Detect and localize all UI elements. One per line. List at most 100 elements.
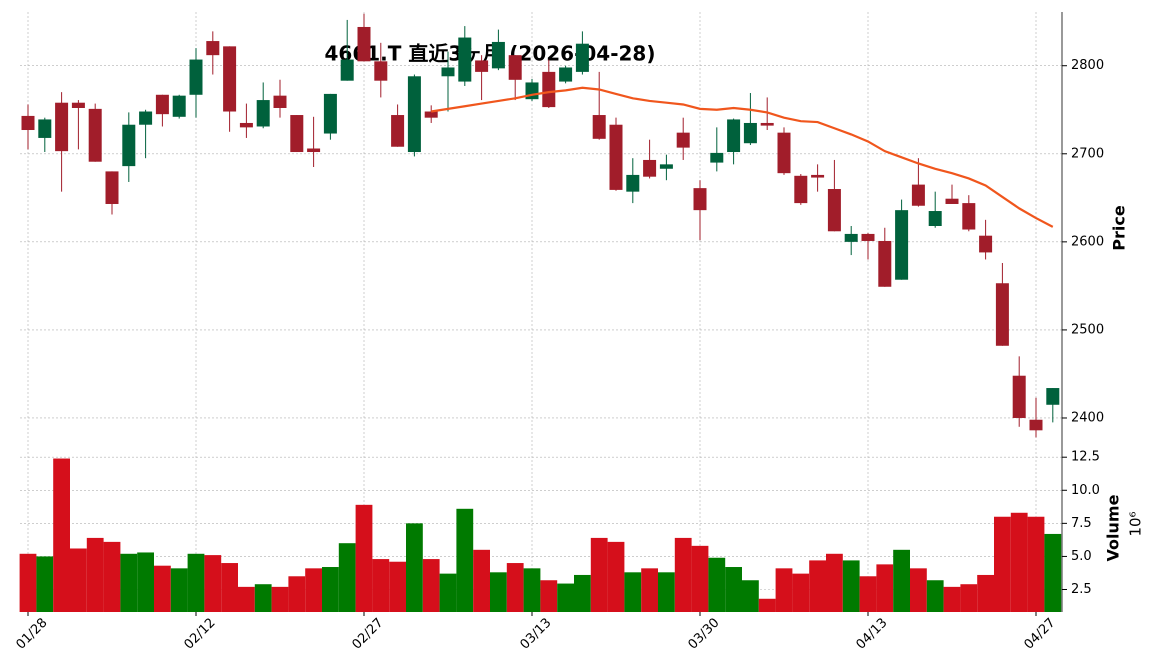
volume-bar: [170, 568, 188, 612]
volume-bar: [406, 523, 423, 612]
volume-bar: [322, 567, 339, 612]
volume-bar: [557, 583, 574, 612]
candle-body: [743, 122, 757, 144]
candle-body: [878, 240, 892, 287]
candle-body: [575, 43, 589, 72]
candle-body: [911, 184, 925, 206]
x-tick-label: 02/12: [181, 615, 218, 652]
candle-body: [962, 203, 976, 230]
candle-body: [122, 124, 136, 167]
x-tick-label: 04/27: [1021, 615, 1058, 652]
candle-body: [928, 211, 942, 226]
volume-bar: [876, 564, 894, 612]
volume-bar: [910, 568, 927, 612]
volume-bar: [725, 567, 742, 612]
y-tick-label: 2400: [1071, 410, 1104, 425]
candle-body: [340, 59, 354, 81]
candle-body: [979, 235, 993, 253]
volume-bar: [305, 568, 322, 612]
volume-bar: [775, 568, 793, 612]
volume-bar: [859, 576, 877, 612]
volume-bar: [238, 586, 255, 612]
volume-bar: [204, 555, 222, 612]
volume-bar: [926, 580, 944, 612]
volume-bar: [389, 561, 406, 612]
candle-body: [239, 122, 253, 128]
volume-bar: [221, 563, 238, 612]
y-tick-label: 12.5: [1071, 450, 1100, 465]
volume-bar: [758, 598, 776, 612]
volume-bar: [960, 584, 978, 612]
volume-bar: [574, 574, 591, 612]
volume-bar: [439, 573, 457, 612]
candle-body: [441, 67, 455, 77]
candle-body: [1046, 388, 1060, 405]
volume-bar: [1044, 533, 1062, 612]
y-tick-label: 2700: [1071, 146, 1104, 161]
candle-body: [542, 71, 556, 108]
candle-body: [659, 164, 673, 169]
candle-body: [643, 159, 657, 177]
volume-bar: [674, 537, 692, 612]
y-tick-label: 2800: [1071, 58, 1104, 73]
y-tick-label: 2500: [1071, 322, 1104, 337]
volume-bar: [137, 552, 154, 612]
volume-bar: [1010, 512, 1028, 612]
candle-body: [290, 115, 304, 153]
candle-body: [391, 115, 405, 147]
candle-body: [374, 61, 388, 81]
candle-body: [626, 174, 640, 192]
candle-body: [1012, 375, 1026, 418]
candle-body: [760, 122, 774, 126]
volume-bar: [641, 568, 658, 612]
y-tick-label: 7.5: [1071, 516, 1092, 531]
volume-bar: [590, 537, 608, 612]
volume-bar: [53, 458, 70, 612]
volume-bar: [422, 559, 440, 612]
volume-bar: [607, 541, 625, 612]
candle-body: [55, 102, 69, 152]
volume-bar: [120, 553, 138, 612]
volume-bar: [1027, 516, 1045, 612]
candle-body: [223, 46, 237, 112]
volume-bar: [70, 548, 87, 612]
volume-axis-label: Volume: [1104, 494, 1123, 561]
candle-body: [357, 26, 371, 62]
candle-body: [895, 210, 909, 280]
x-tick-label: 04/13: [853, 615, 890, 652]
candle-body: [256, 100, 270, 127]
candle-body: [1029, 419, 1043, 431]
volume-bar: [893, 549, 910, 612]
candle-body: [508, 55, 522, 80]
volume-bar: [658, 572, 675, 612]
volume-bar: [36, 556, 54, 612]
candle-body: [206, 41, 220, 56]
candle-body: [693, 188, 707, 211]
candle-body: [592, 115, 606, 139]
volume-bar: [691, 545, 709, 612]
volume-bar: [490, 572, 507, 612]
volume-bar: [506, 563, 524, 612]
volume-bar: [742, 580, 759, 612]
candle-body: [609, 124, 623, 190]
candle-body: [710, 152, 724, 163]
volume-bar: [271, 586, 289, 612]
candle-body: [424, 111, 438, 118]
candle-body: [273, 95, 287, 108]
x-tick-label: 03/13: [517, 615, 554, 652]
candle-body: [827, 189, 841, 232]
volume-bar: [943, 586, 961, 612]
volume-bar: [624, 572, 642, 612]
volume-bar: [456, 508, 474, 612]
volume-bar: [19, 553, 37, 612]
volume-bar: [977, 574, 994, 612]
candle-body: [811, 174, 825, 178]
volume-bar: [473, 549, 490, 612]
candle-body: [105, 171, 119, 204]
volume-bar: [523, 568, 541, 612]
candle-body: [139, 111, 153, 125]
candle-body: [559, 67, 573, 82]
candle-body: [777, 132, 791, 174]
y-tick-label: 2.5: [1071, 582, 1092, 597]
x-tick-label: 01/28: [13, 615, 50, 652]
